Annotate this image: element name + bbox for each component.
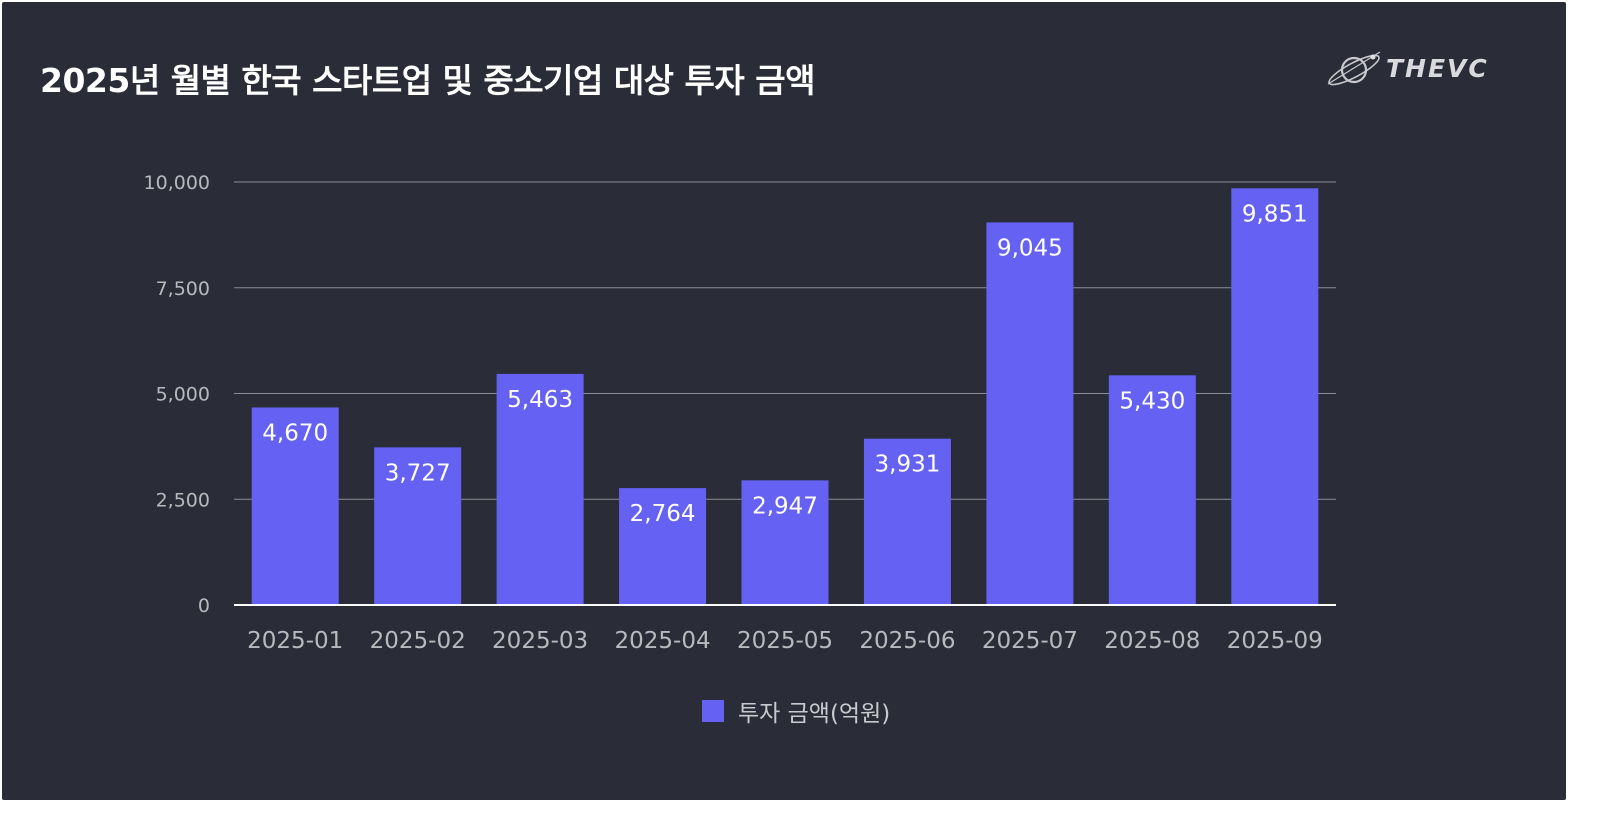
bar-chart: 0 2,500 5,000 7,500 10,000 4,670 2025-01 3,727 2… bbox=[144, 172, 1336, 654]
bar bbox=[1108, 375, 1196, 605]
chart-card: 2025년 월별 한국 스타트업 및 중소기업 대상 투자 금액 THEVC 0… bbox=[2, 2, 1566, 800]
bar bbox=[251, 407, 339, 605]
thevc-logo: THEVC bbox=[1324, 44, 1524, 100]
y-tick-label: 2,500 bbox=[156, 489, 210, 511]
globe-orbit-icon bbox=[1327, 51, 1381, 86]
data-label: 4,670 bbox=[262, 420, 328, 446]
legend-label: 투자 금액(억원) bbox=[738, 701, 891, 727]
x-tick-label: 2025-01 bbox=[247, 628, 343, 654]
bar bbox=[374, 447, 462, 605]
x-tick-label: 2025-04 bbox=[615, 628, 711, 654]
data-label: 9,045 bbox=[997, 235, 1063, 261]
data-label: 2,764 bbox=[630, 501, 696, 527]
bar bbox=[741, 480, 829, 605]
bar bbox=[863, 438, 951, 605]
chart-title: 2025년 월별 한국 스타트업 및 중소기업 대상 투자 금액 bbox=[40, 61, 815, 100]
data-label: 2,947 bbox=[752, 493, 818, 519]
data-label: 5,430 bbox=[1119, 388, 1185, 414]
y-tick-label: 0 bbox=[198, 595, 210, 617]
x-tick-label: 2025-02 bbox=[370, 628, 466, 654]
bar bbox=[1231, 188, 1319, 605]
x-tick-label: 2025-08 bbox=[1104, 628, 1200, 654]
legend[interactable]: 투자 금액(억원) bbox=[702, 694, 890, 728]
y-tick-label: 10,000 bbox=[144, 172, 210, 194]
bar bbox=[619, 488, 707, 605]
y-tick-label: 7,500 bbox=[156, 278, 210, 300]
data-label: 5,463 bbox=[507, 387, 573, 413]
data-label: 3,727 bbox=[385, 460, 451, 486]
data-label: 9,851 bbox=[1242, 201, 1308, 227]
data-label: 3,931 bbox=[875, 452, 941, 478]
x-tick-label: 2025-03 bbox=[492, 628, 588, 654]
bar bbox=[986, 222, 1074, 606]
legend-swatch bbox=[702, 700, 724, 722]
logo-text: THEVC bbox=[1386, 54, 1489, 83]
y-tick-label: 5,000 bbox=[156, 384, 210, 406]
x-tick-label: 2025-07 bbox=[982, 628, 1078, 654]
x-tick-label: 2025-09 bbox=[1227, 628, 1323, 654]
x-tick-label: 2025-05 bbox=[737, 628, 833, 654]
bar bbox=[496, 373, 584, 605]
x-tick-label: 2025-06 bbox=[859, 628, 955, 654]
